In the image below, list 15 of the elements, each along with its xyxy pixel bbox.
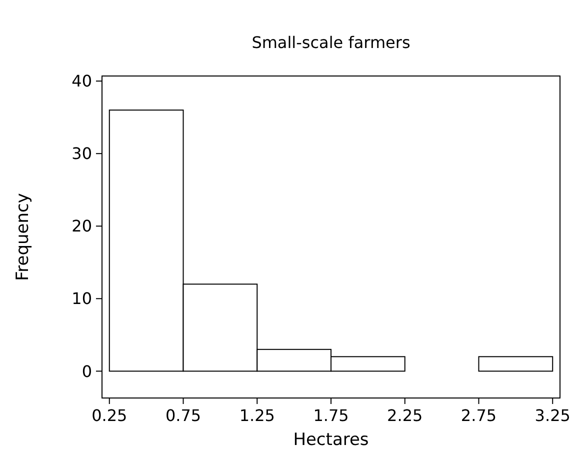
x-tick-label: 0.25: [92, 406, 128, 425]
y-tick-label: 40: [72, 72, 92, 91]
y-axis-title: Frequency: [13, 193, 33, 281]
x-tick-label: 2.75: [460, 406, 497, 425]
y-tick-label: 0: [82, 362, 92, 381]
chart-title: Small-scale farmers: [252, 33, 410, 52]
y-tick-label: 30: [72, 144, 92, 164]
x-tick-label: 0.75: [165, 406, 202, 425]
x-axis-title: Hectares: [293, 430, 369, 450]
x-tick-label: 3.25: [534, 406, 570, 425]
y-tick-label: 20: [72, 216, 92, 236]
x-tick-label: 1.75: [313, 406, 349, 425]
y-tick-label: 10: [72, 289, 92, 308]
x-tick-label: 2.25: [387, 406, 423, 425]
x-tick-label: 1.25: [239, 406, 275, 425]
